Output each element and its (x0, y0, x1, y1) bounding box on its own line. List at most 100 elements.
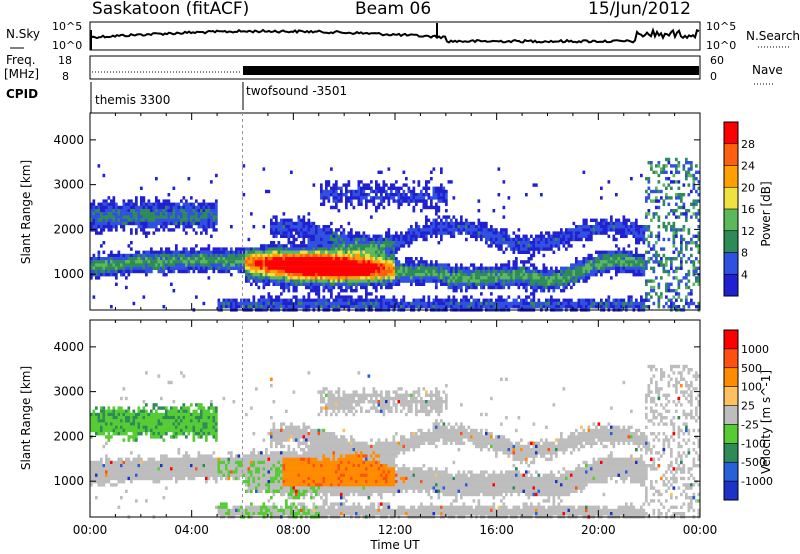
power-cell-4042 (607, 298, 611, 302)
power-cell-543 (170, 218, 173, 222)
power-cell-195 (117, 218, 121, 222)
power-cell-2917 (442, 231, 446, 235)
power-cell-1081 (260, 279, 263, 283)
velocity-cell-62 (100, 412, 103, 417)
power-cell-3236 (487, 301, 491, 306)
velocity-cell-171 (115, 460, 118, 465)
power-cell-4156 (625, 263, 628, 267)
power-cell-1694 (322, 282, 326, 286)
power-cell-884 (222, 298, 226, 302)
power-cell-460 (157, 228, 161, 232)
power-cell-75 (100, 221, 103, 226)
power-cell-967 (242, 253, 246, 258)
velocity-cell-10 (90, 470, 93, 474)
power-cell-1802 (332, 237, 336, 242)
power-cell-2458 (390, 301, 393, 306)
power-cell-2641 (412, 199, 416, 203)
power-cell-2329 (380, 199, 383, 203)
power-cell-284 (132, 202, 136, 206)
power-cell-4650 (695, 276, 698, 280)
power-cell-560 (172, 218, 176, 222)
power-cell-3847 (577, 273, 581, 277)
velocity-cell-18 (92, 419, 96, 423)
power-cell-3096 (467, 269, 471, 274)
power-cell-3816 (572, 276, 576, 280)
power-cell-3394 (510, 273, 513, 277)
power-cell-2024 (350, 305, 353, 309)
power-cell-3216 (485, 276, 488, 280)
velocity-cell-159 (112, 470, 116, 474)
power-cell-3873 (582, 231, 586, 235)
power-cell-4361 (655, 257, 658, 261)
power-cell-433 (152, 266, 156, 270)
power-cell-420 (152, 205, 156, 210)
power-cell-1058 (257, 260, 261, 264)
power-cell-229 (122, 257, 126, 261)
power-cell-2360 (382, 237, 386, 242)
velocity-cell-109 (105, 470, 108, 474)
velocity-cell-142 (110, 467, 113, 471)
power-cell-276 (130, 241, 133, 245)
power-cell-1124 (265, 305, 268, 309)
power-cell-1299 (285, 253, 288, 258)
power-cell-418 (150, 269, 153, 274)
power-cell-3068 (462, 298, 466, 302)
power-cell-886 (222, 305, 226, 309)
power-cell-1811 (332, 266, 336, 270)
power-cell-605 (180, 212, 183, 216)
power-cell-2267 (375, 183, 378, 187)
power-cell-2615 (410, 193, 413, 197)
power-cell-3051 (460, 282, 463, 286)
power-cell-3892 (585, 231, 588, 235)
power-cell-2797 (430, 228, 433, 232)
power-cell-3650 (547, 244, 551, 248)
power-cell-3376 (507, 263, 511, 267)
power-cell-3119 (470, 301, 473, 306)
velocity-cell-165 (115, 416, 118, 420)
power-cell-3682 (552, 241, 556, 245)
power-cell-4667 (697, 250, 701, 254)
power-cell-4356 (655, 212, 658, 216)
power-cell-760 (202, 250, 206, 254)
power-cell-2457 (390, 298, 393, 302)
power-cell-3885 (582, 301, 586, 306)
power-cell-4080 (615, 231, 618, 235)
power-cell-2370 (382, 269, 386, 274)
power-cell-3506 (525, 305, 528, 309)
power-cell-1111 (265, 250, 268, 254)
power-cell-873 (220, 301, 223, 306)
power-cell-3296 (497, 237, 501, 242)
power-cell-2950 (445, 305, 448, 309)
power-cell-4084 (615, 253, 618, 258)
power-cell-2778 (427, 231, 431, 235)
power-cell-3014 (455, 269, 458, 274)
power-cell-2492 (395, 234, 398, 238)
power-cell-1338 (287, 305, 291, 309)
power-cell-3040 (460, 218, 463, 222)
power-cell-358 (142, 228, 146, 232)
power-cell-4565 (685, 161, 688, 165)
power-ylabel: Slant Range [km] (19, 160, 33, 264)
power-cell-454 (157, 205, 161, 210)
power-cell-2807 (430, 301, 433, 306)
power-cell-251 (127, 202, 131, 206)
velocity-cell-119 (107, 425, 111, 429)
power-cell-2179 (365, 269, 368, 274)
power-cell-3002 (452, 289, 456, 293)
power-cell-3638 (545, 276, 548, 280)
power-cell-1432 (297, 276, 301, 280)
power-cell-1816 (332, 282, 336, 286)
power-cell-2263 (372, 298, 376, 302)
power-cell-742 (200, 250, 203, 254)
power-cell-2046 (352, 298, 356, 302)
power-cell-2430 (387, 285, 391, 290)
power-cell-4674 (697, 301, 701, 306)
power-cell-4231 (637, 231, 641, 235)
power-cell-3286 (495, 282, 498, 286)
power-cell-782 (205, 260, 208, 264)
power-cell-2897 (440, 263, 443, 267)
power-cell-953 (240, 250, 243, 254)
power-cell-4669 (697, 266, 701, 270)
power-cell-4171 (627, 263, 631, 267)
velocity-cell-149 (112, 412, 116, 417)
